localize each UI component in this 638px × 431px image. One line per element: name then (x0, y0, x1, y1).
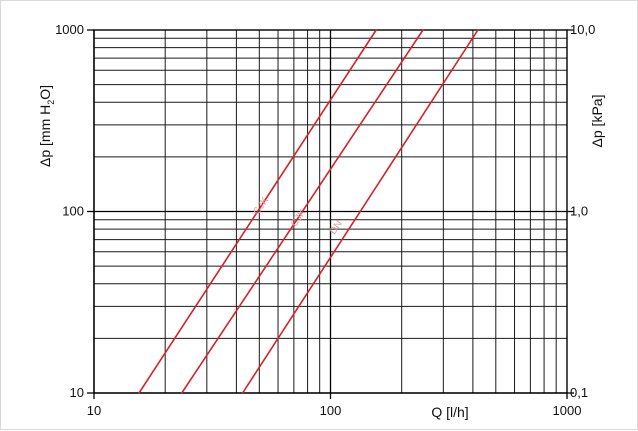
y2-tick-label: 0,1 (570, 385, 588, 400)
series-line-3 (241, 29, 479, 394)
series-lines (138, 29, 479, 394)
x-tick-label: 1000 (553, 403, 582, 418)
x-tick-label: 100 (320, 403, 342, 418)
series-annotation: CJK (251, 195, 271, 217)
y-axis-label-subscript: 2 (46, 100, 56, 105)
y-tick-label: 10 (70, 385, 84, 400)
y2-axis-label: Δp [kPa] (589, 95, 605, 148)
series-line-2 (180, 29, 424, 394)
y-axis-label: Δp [mm H2O] (37, 85, 56, 167)
x-tick-label: 10 (87, 403, 101, 418)
y2-tick-label: 1,0 (570, 204, 588, 219)
series-line-1 (138, 29, 377, 394)
y-axis-label-main: Δp [mm H (37, 105, 53, 167)
y2-tick-label: 10,0 (570, 22, 595, 37)
grid (93, 30, 567, 394)
y-axis-label-tail: O] (37, 85, 53, 100)
x-axis-label: Q [l/h] (431, 404, 468, 420)
y-tick-label: 1000 (55, 22, 84, 37)
axes (87, 29, 574, 399)
y-tick-label: 100 (62, 204, 84, 219)
series-annotation: CJK (289, 207, 309, 229)
